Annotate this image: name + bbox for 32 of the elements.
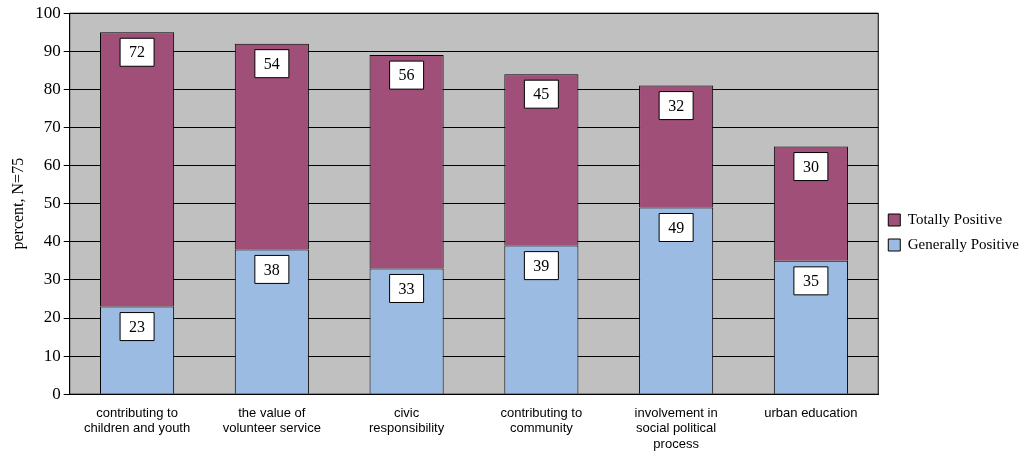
x-tick-label: the value of volunteer service bbox=[222, 404, 321, 436]
x-tick-label: involvement in social political process bbox=[634, 404, 718, 451]
data-label: 38 bbox=[263, 260, 280, 278]
y-tick-label: 100 bbox=[35, 2, 61, 22]
y-tick-label: 40 bbox=[43, 231, 61, 251]
x-tick-label: contributing to community bbox=[500, 404, 583, 436]
y-tick-label: 90 bbox=[43, 40, 61, 60]
y-tick-label: 0 bbox=[52, 383, 61, 403]
data-label: 49 bbox=[668, 218, 685, 236]
data-label: 30 bbox=[802, 157, 819, 175]
data-label: 45 bbox=[533, 85, 550, 103]
data-label: 23 bbox=[129, 317, 146, 335]
legend-label: Totally Positive bbox=[907, 210, 1003, 227]
legend-label: Generally Positive bbox=[907, 235, 1020, 252]
y-tick-label: 50 bbox=[43, 193, 61, 213]
data-label: 39 bbox=[533, 256, 550, 274]
y-tick-label: 30 bbox=[43, 269, 61, 289]
x-tick-label: urban education bbox=[764, 404, 858, 420]
y-tick-label: 80 bbox=[43, 78, 61, 98]
data-label: 72 bbox=[129, 43, 146, 61]
data-label: 56 bbox=[398, 66, 415, 84]
y-tick-label: 60 bbox=[43, 155, 61, 175]
y-tick-label: 70 bbox=[43, 116, 61, 136]
data-label: 32 bbox=[668, 96, 685, 114]
x-tick-label: civic responsibility bbox=[369, 404, 445, 436]
data-label: 33 bbox=[398, 279, 415, 297]
y-axis-title: percent, N=75 bbox=[8, 157, 27, 250]
data-label: 54 bbox=[263, 54, 280, 72]
data-label: 35 bbox=[802, 272, 819, 290]
y-tick-label: 10 bbox=[43, 345, 61, 365]
x-tick-label: contributing to children and youth bbox=[83, 404, 191, 436]
y-tick-label: 20 bbox=[43, 307, 61, 327]
